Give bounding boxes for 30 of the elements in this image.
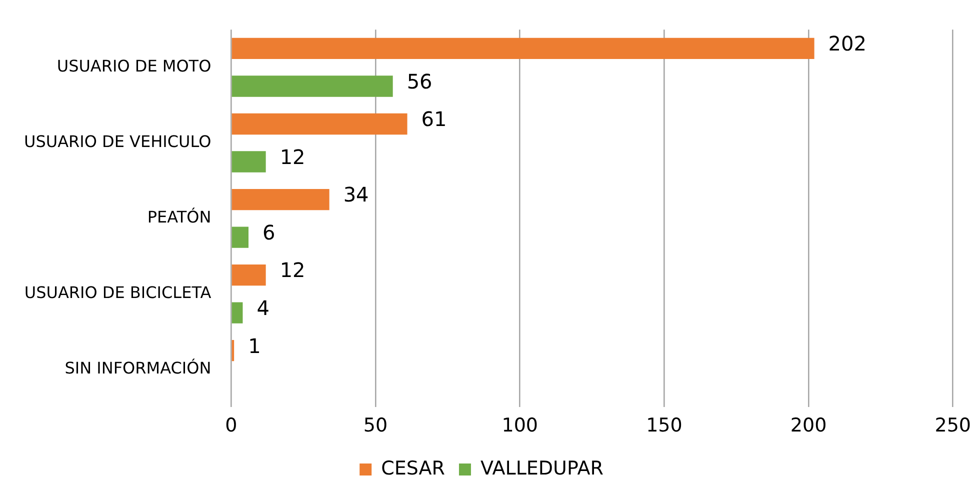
- x-tick-label: 100: [502, 414, 538, 437]
- y-tick-label: PEATÓN: [147, 208, 212, 227]
- bar: [232, 188, 330, 210]
- bar: [232, 113, 408, 135]
- x-tick-label: 250: [934, 414, 971, 437]
- bar: [232, 76, 393, 97]
- x-tick-label: 50: [363, 414, 388, 437]
- x-tick-label: 200: [790, 414, 827, 437]
- x-tick-label: 0: [225, 414, 238, 437]
- bar: [232, 264, 266, 286]
- data-label: 4: [256, 296, 270, 320]
- bar: [232, 151, 266, 172]
- legend-label: VALLEDUPAR: [480, 457, 604, 480]
- y-tick-label: USUARIO DE BICICLETA: [24, 283, 212, 302]
- data-label: 1: [248, 334, 261, 358]
- data-label: 12: [280, 144, 306, 169]
- y-tick-label: USUARIO DE VEHICULO: [24, 132, 212, 152]
- x-tick-label: 150: [646, 414, 682, 437]
- data-label: 12: [280, 258, 306, 282]
- bar: [232, 302, 243, 324]
- data-label: 56: [406, 69, 432, 94]
- data-label: 61: [421, 107, 447, 132]
- data-label: 6: [262, 220, 276, 244]
- data-label: 34: [343, 182, 369, 207]
- legend-label: CESAR: [381, 457, 445, 480]
- bar: [232, 226, 248, 248]
- data-label: 202: [828, 32, 866, 56]
- y-tick-label: SIN INFORMACIÓN: [64, 358, 212, 378]
- bar: [232, 38, 814, 60]
- y-tick-label: USUARIO DE MOTO: [56, 56, 212, 76]
